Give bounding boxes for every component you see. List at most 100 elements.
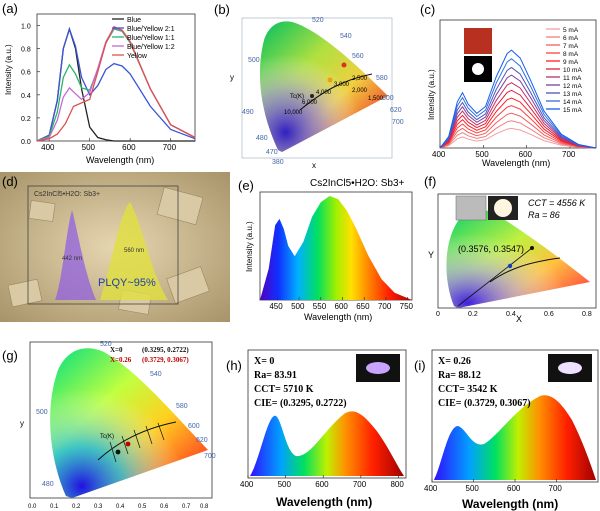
inset-frame-d [27, 185, 179, 305]
legend-label-c: 15 mA [563, 107, 582, 114]
point-blue-b [310, 94, 314, 98]
y-a-tick-label: 0.4 [21, 93, 31, 100]
crystals-d [7, 186, 210, 315]
emission-peak-blue-d [55, 210, 96, 300]
led-glow-i [558, 362, 582, 374]
series-line-c [439, 105, 597, 149]
point-yellow-b [341, 62, 347, 68]
panel-h: (h) X= 0 Ra= 83.91 CCT= 5710 K CIE= (0.3… [220, 330, 410, 511]
panel-label-e: (e) [238, 178, 254, 193]
plot-frame-c [439, 19, 597, 149]
x-e-tick-label: 650 [356, 302, 370, 311]
emission-spectrum-e [260, 196, 412, 300]
point-x026-g [125, 441, 131, 447]
panel-label-h: (h) [226, 358, 242, 373]
yellow-point-f [530, 246, 534, 250]
series-line-c [439, 97, 597, 149]
cct-4000-b: 4,000 [316, 90, 332, 96]
xlabel-a: Wavelength (nm) [86, 155, 154, 165]
svg-text:0.1: 0.1 [50, 504, 59, 510]
peak2-label-d: 560 nm [124, 248, 144, 254]
info-x-i: X= 0.26 [438, 356, 471, 367]
legend-label-a: Blue/Yellow 2:1 [127, 26, 175, 33]
panel-b: (b) 520 540 560 580 600 620 700 500 490 … [212, 0, 408, 170]
chart-h: (h) X= 0 Ra= 83.91 CCT= 5710 K CIE= (0.3… [226, 349, 407, 509]
wl-700-b: 700 [392, 119, 404, 126]
x-i-tick-label: 500 [466, 484, 480, 493]
x-a-tick-label: 600 [122, 143, 136, 152]
legend-label-c: 9 mA [563, 59, 579, 66]
ylabel-e: Intensity (a.u.) [245, 221, 254, 272]
x-h-tick-label: 500 [278, 480, 292, 489]
spectral-locus-blue-g [50, 348, 208, 498]
legend-label-c: 14 mA [563, 99, 582, 106]
series-line-c [439, 112, 597, 149]
cct-label-f: CCT = 4556 K [528, 198, 586, 208]
led-glow-c [472, 63, 484, 75]
xlabel-h: Wavelength (nm) [276, 495, 372, 509]
x-e-tick-label: 500 [291, 302, 305, 311]
mixing-line-f [457, 247, 533, 307]
panel-label-c: (c) [420, 2, 435, 17]
x-i-tick-label: 600 [507, 484, 521, 493]
cct-2500-b: 2,500 [352, 76, 368, 82]
series-line-c [439, 58, 597, 149]
wl-480-g: 480 [42, 481, 54, 488]
photo-d: (d) Cs2InCl5•H2O: Sb3+ 442 nm 560 nm PLQ… [0, 172, 230, 322]
x-h-tick-label: 700 [353, 480, 367, 489]
panel-f: (f) CCT = 4556 K Ra = 86 (0.3576, 0.3547… [420, 172, 600, 322]
x-i-tick-label: 700 [549, 484, 563, 493]
panel-label-b: (b) [214, 2, 230, 17]
plot-frame-h [247, 349, 407, 479]
info-cct-i: CCT= 3542 K [438, 384, 498, 395]
panel-e: (e) Cs2InCl5•H2O: Sb3+ Intensity (a.u.) … [236, 172, 416, 322]
peak1-label-d: 442 nm [62, 256, 82, 262]
series-line-a [36, 26, 196, 142]
wl-490-b: 490 [242, 109, 254, 116]
tick-x-3-f: 0.6 [544, 311, 554, 318]
x-ticks-g: 0.0 0.1 0.2 0.3 0.4 0.5 0.6 0.7 0.8 [28, 504, 209, 510]
wl-540-g: 540 [150, 371, 162, 378]
legend-label-a: Blue/Yellow 1:1 [127, 35, 175, 42]
chart-a: (a) Intensity (a.u.) Wavelength (nm) 400… [2, 1, 196, 165]
panel-label-g: (g) [2, 348, 18, 363]
chart-e: (e) Cs2InCl5•H2O: Sb3+ Intensity (a.u.) … [238, 178, 414, 322]
cct-6000-b: 6,000 [302, 100, 318, 106]
svg-text:0.5: 0.5 [138, 504, 147, 510]
wl-520-g: 520 [100, 341, 112, 348]
y-a-tick-label: 0.0 [21, 139, 31, 146]
info-x-h: X= 0 [254, 356, 274, 367]
wl-380-b: 380 [272, 159, 284, 166]
wl-620-g: 620 [196, 437, 208, 444]
inset-header-d: Cs2InCl5•H2O: Sb3+ [34, 191, 100, 198]
axis-x-b: x [312, 161, 316, 170]
legend-x0-name-g: X=0 [110, 346, 123, 354]
panel-label-a: (a) [2, 1, 18, 16]
wl-580-g: 580 [176, 403, 188, 410]
series-line-c [439, 74, 597, 149]
x-e-tick-label: 550 [313, 302, 327, 311]
svg-text:0.6: 0.6 [160, 504, 169, 510]
legend-label-c: 10 mA [563, 67, 582, 74]
panel-c: (c) Intensity (a.u.) Wavelength (nm) 400… [412, 0, 600, 170]
info-ra-i: Ra= 88.12 [438, 370, 481, 381]
wl-620-b: 620 [390, 107, 402, 114]
wl-480-b: 480 [256, 135, 268, 142]
legend-label-c: 6 mA [563, 35, 579, 42]
plqy-label-d: PLQY~95% [98, 277, 156, 289]
xlabel-c: Wavelength (nm) [482, 158, 550, 168]
emission-spectrum-h [250, 411, 404, 476]
legend-label-a: Blue/Yellow 1:2 [127, 44, 175, 51]
cct-3000-b: 3,000 [334, 82, 350, 88]
panel-label-d: (d) [2, 174, 18, 189]
panel-a: (a) Intensity (a.u.) Wavelength (nm) 400… [0, 0, 200, 170]
point-x0-g [115, 449, 121, 455]
cie-diagram-b: (b) 520 540 560 580 600 620 700 500 490 … [214, 2, 404, 170]
x-h-tick-label: 400 [240, 480, 254, 489]
y-a-tick-label: 0.8 [21, 47, 31, 54]
plot-frame-g [29, 341, 213, 499]
x-h-tick-label: 800 [390, 480, 404, 489]
xlabel-e: Wavelength (nm) [304, 312, 372, 322]
wl-600-g: 600 [188, 423, 200, 430]
x-a-tick-label: 400 [41, 143, 55, 152]
